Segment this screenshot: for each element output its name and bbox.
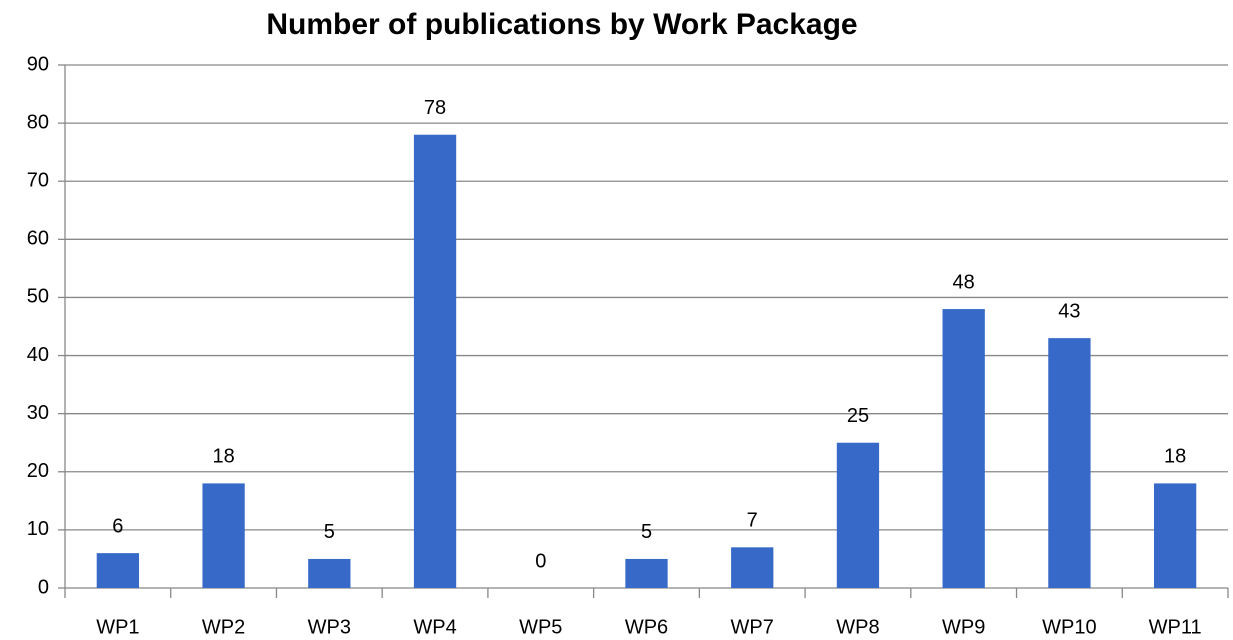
bar	[836, 442, 880, 588]
x-tick-label: WP7	[731, 616, 774, 638]
x-tick-label: WP2	[202, 616, 245, 638]
x-tick-label: WP6	[625, 616, 668, 638]
data-label: 18	[212, 446, 234, 468]
bar	[202, 483, 245, 588]
bar	[413, 134, 457, 588]
data-label: 25	[847, 405, 869, 427]
y-tick-label: 90	[27, 53, 49, 75]
y-tick-label: 70	[27, 170, 49, 192]
y-tick-label: 30	[27, 402, 49, 424]
y-tick-label: 20	[27, 460, 49, 482]
x-tick-label: WP9	[942, 616, 985, 638]
y-tick-label: 60	[27, 228, 49, 250]
bar	[308, 558, 351, 588]
data-label: 0	[535, 550, 546, 572]
bar	[1153, 483, 1197, 588]
y-tick-label: 10	[27, 518, 49, 540]
bar	[1048, 338, 1091, 588]
y-tick-label: 80	[27, 111, 49, 133]
x-tick-label: WP1	[96, 616, 139, 638]
y-tick-label: 40	[27, 344, 49, 366]
x-tick-label: WP8	[836, 616, 879, 638]
chart-title: Number of publications by Work Package	[266, 8, 857, 41]
bar	[625, 558, 668, 588]
data-label: 5	[641, 521, 652, 543]
data-label: 5	[324, 521, 335, 543]
data-label: 48	[953, 271, 975, 293]
y-tick-label: 0	[38, 576, 49, 598]
bar	[96, 553, 140, 588]
data-label: 43	[1058, 300, 1080, 322]
data-label: 7	[747, 510, 758, 532]
x-tick-label: WP11	[1149, 616, 1202, 638]
x-tick-label: WP3	[308, 616, 351, 638]
bar	[731, 547, 774, 588]
x-tick-label: WP10	[1042, 616, 1096, 638]
bar	[942, 309, 985, 588]
y-tick-label: 50	[27, 286, 49, 308]
data-label: 78	[424, 97, 446, 119]
data-label: 18	[1164, 446, 1186, 468]
x-tick-label: WP4	[413, 616, 456, 638]
data-label: 6	[112, 515, 123, 537]
x-tick-label: WP5	[519, 616, 562, 638]
